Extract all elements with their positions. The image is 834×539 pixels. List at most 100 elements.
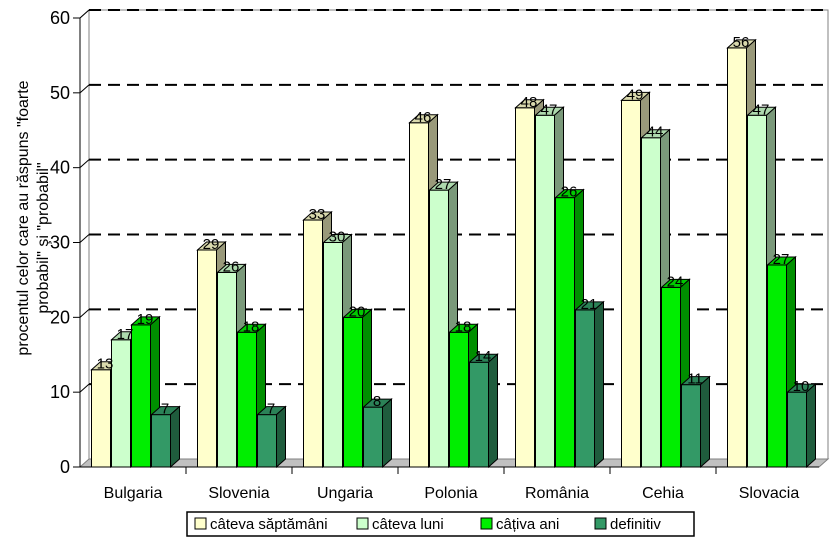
- bar-front: [661, 286, 681, 468]
- bar-front: [151, 414, 171, 468]
- bar: [256, 405, 287, 469]
- y-tick-label: 60: [50, 8, 70, 28]
- bar-front: [787, 391, 807, 468]
- x-tick-label: Cehia: [642, 485, 684, 502]
- bar-front: [727, 47, 747, 468]
- bar-front: [217, 271, 237, 468]
- data-label: 47: [753, 101, 770, 118]
- data-label: 7: [267, 401, 275, 418]
- bar: [468, 353, 499, 469]
- bar-front: [131, 324, 151, 468]
- data-label: 18: [455, 318, 472, 335]
- bar: [660, 278, 691, 469]
- data-label: 21: [581, 296, 598, 313]
- data-label: 27: [435, 176, 452, 193]
- data-label: 19: [137, 311, 154, 328]
- data-label: 49: [627, 86, 644, 103]
- bar-front: [197, 249, 217, 468]
- data-label: 33: [309, 206, 326, 223]
- data-label: 10: [793, 378, 810, 395]
- legend-entry: câțiva ani: [496, 516, 559, 533]
- y-tick-label: 20: [50, 307, 70, 327]
- data-label: 11: [687, 371, 703, 388]
- bar-side: [700, 375, 710, 469]
- data-label: 17: [117, 326, 134, 343]
- y-tick-label: 30: [50, 233, 70, 253]
- legend-entry: definitiv: [610, 516, 661, 533]
- legend-swatch: [194, 517, 207, 530]
- x-tick-label: România: [525, 485, 589, 502]
- data-label: 29: [203, 236, 220, 253]
- data-label: 26: [223, 258, 240, 275]
- bar-front: [343, 316, 363, 468]
- data-label: 44: [647, 124, 664, 141]
- bar-side: [806, 383, 816, 469]
- bar-front: [91, 369, 111, 468]
- y-tick-label: 10: [50, 382, 70, 402]
- y-tick-label: 0: [60, 457, 70, 477]
- bar: [680, 375, 711, 469]
- x-axis: Bulgaria Slovenia Ungaria Polonia România Ceh…: [80, 466, 819, 502]
- bar-front: [237, 331, 257, 468]
- bar: [130, 315, 161, 469]
- gridline-side: [79, 84, 90, 94]
- bar: [786, 383, 817, 469]
- bar-side: [488, 353, 498, 469]
- legend-box: [186, 511, 695, 537]
- bar-front: [641, 137, 661, 468]
- gridline-side: [79, 383, 90, 393]
- x-tick-label: Bulgaria: [104, 485, 163, 502]
- legend-swatch: [594, 517, 607, 530]
- bar-front: [323, 242, 343, 468]
- y-tick-label: 40: [50, 158, 70, 178]
- bar: [574, 300, 605, 469]
- legend-entry: câteva luni: [372, 516, 444, 533]
- legend-swatch: [356, 517, 369, 530]
- y-axis-title-line-2: probabil" şi "probabil": [35, 162, 52, 313]
- data-label: 26: [561, 184, 578, 201]
- data-label: 48: [521, 94, 538, 111]
- bar-front: [409, 122, 429, 468]
- data-label: 14: [475, 348, 492, 365]
- bar-front: [681, 384, 701, 468]
- data-label: 27: [773, 251, 790, 268]
- bar-front: [449, 331, 469, 468]
- bar-side: [170, 405, 180, 469]
- bar-front: [257, 414, 277, 468]
- data-label: 20: [349, 303, 366, 320]
- legend: câteva săptămâni câteva luni câțiva ani def…: [186, 511, 695, 537]
- bar: [362, 398, 393, 469]
- legend-swatch: [480, 517, 493, 530]
- bar-front: [303, 219, 323, 468]
- data-label: 13: [97, 356, 114, 373]
- bar-front: [111, 339, 131, 468]
- gridline-side: [79, 159, 90, 169]
- bar-front: [469, 361, 489, 468]
- y-axis: 0 10 20 30 40 50 60: [50, 8, 81, 477]
- bar-front: [621, 99, 641, 468]
- data-label: 47: [541, 101, 558, 118]
- bar-front: [515, 107, 535, 468]
- bar-front: [429, 189, 449, 468]
- gridline-side: [79, 308, 90, 318]
- x-tick-label: Slovacia: [739, 485, 800, 502]
- bar-front: [535, 114, 555, 468]
- x-tick-label: Slovenia: [208, 485, 269, 502]
- data-label: 8: [373, 393, 381, 410]
- bar-side: [382, 398, 392, 469]
- bar-side: [276, 405, 286, 469]
- bar-front: [747, 114, 767, 468]
- bars: [90, 38, 817, 469]
- bar-front: [363, 406, 383, 468]
- bar-front: [555, 197, 575, 468]
- data-label: 7: [161, 401, 169, 418]
- gridline-side: [79, 9, 90, 19]
- bar-side: [594, 300, 604, 469]
- x-tick-label: Ungaria: [317, 485, 373, 502]
- data-label: 18: [243, 318, 260, 335]
- data-label: 56: [733, 34, 750, 51]
- data-label: 30: [329, 229, 346, 246]
- legend-entry: câteva săptămâni: [210, 516, 328, 533]
